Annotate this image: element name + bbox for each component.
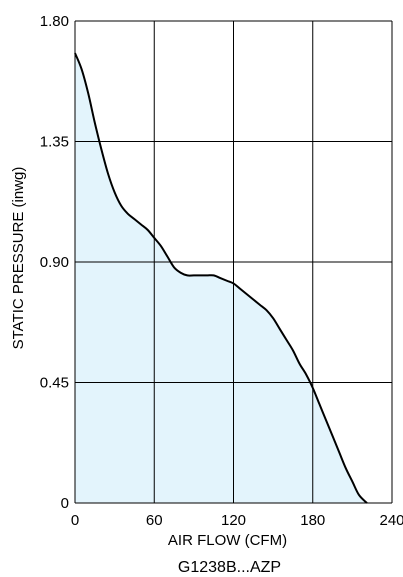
y-tick-label: 0.45 xyxy=(40,375,69,392)
y-tick-label: 1.35 xyxy=(40,134,69,151)
series-line-layer xyxy=(74,52,368,504)
y-tick-label: 0.90 xyxy=(40,254,69,271)
y-tick-label: 0 xyxy=(61,495,69,512)
x-axis-label: AIR FLOW (CFM) xyxy=(168,532,287,549)
y-tick-labels: 0 0.45 0.90 1.35 1.80 xyxy=(40,13,69,512)
model-caption: G1238B...AZP xyxy=(178,559,281,576)
curve-area-fill xyxy=(75,53,367,504)
pressure-curve xyxy=(74,52,368,504)
grid-layer xyxy=(74,20,393,504)
x-tick-label: 0 xyxy=(71,512,79,529)
y-axis-label: STATIC PRESSURE (inwg) xyxy=(10,167,27,350)
x-tick-label: 120 xyxy=(221,512,246,529)
y-tick-label: 1.80 xyxy=(40,13,69,30)
x-tick-label: 60 xyxy=(146,512,163,529)
x-tick-label: 240 xyxy=(379,512,403,529)
x-tick-label: 180 xyxy=(300,512,325,529)
x-tick-labels: 0 60 120 180 240 xyxy=(71,512,403,529)
area-fill-layer xyxy=(75,53,367,504)
